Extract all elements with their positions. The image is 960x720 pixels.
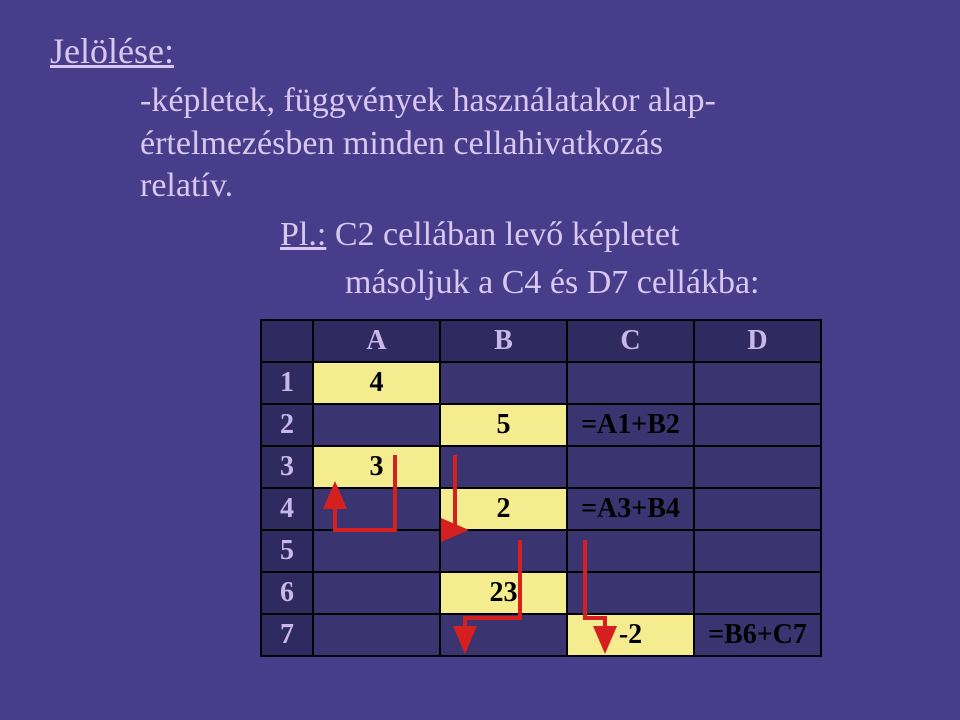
cell-D5 bbox=[694, 530, 821, 572]
table-row: 6 23 bbox=[261, 572, 821, 614]
row-header-1: 1 bbox=[261, 362, 313, 404]
table-row: 5 bbox=[261, 530, 821, 572]
table-header-row: A B C D bbox=[261, 320, 821, 362]
spreadsheet-table-wrap: A B C D 1 4 2 5 =A1+B2 3 3 bbox=[260, 319, 910, 657]
cell-A5 bbox=[313, 530, 440, 572]
col-header-B: B bbox=[440, 320, 567, 362]
cell-D7: =B6+C7 bbox=[694, 614, 821, 656]
table-row: 3 3 bbox=[261, 446, 821, 488]
pl-text-1: C2 cellában levő képletet bbox=[326, 216, 679, 253]
cell-A7 bbox=[313, 614, 440, 656]
cell-A4 bbox=[313, 488, 440, 530]
cell-B5 bbox=[440, 530, 567, 572]
cell-C5 bbox=[567, 530, 694, 572]
example-line-1: Pl.: C2 cellában levő képletet bbox=[280, 214, 910, 257]
col-header-D: D bbox=[694, 320, 821, 362]
cell-C6 bbox=[567, 572, 694, 614]
col-header-A: A bbox=[313, 320, 440, 362]
cell-B4: 2 bbox=[440, 488, 567, 530]
example-line-2: másoljuk a C4 és D7 cellákba: bbox=[345, 262, 910, 305]
table-row: 7 -2 =B6+C7 bbox=[261, 614, 821, 656]
cell-C7: -2 bbox=[567, 614, 694, 656]
row-header-4: 4 bbox=[261, 488, 313, 530]
body-line-3: relatív. bbox=[140, 165, 910, 208]
cell-D6 bbox=[694, 572, 821, 614]
cell-B6: 23 bbox=[440, 572, 567, 614]
cell-B2: 5 bbox=[440, 404, 567, 446]
corner-cell bbox=[261, 320, 313, 362]
row-header-6: 6 bbox=[261, 572, 313, 614]
cell-A1: 4 bbox=[313, 362, 440, 404]
row-header-5: 5 bbox=[261, 530, 313, 572]
table-row: 1 4 bbox=[261, 362, 821, 404]
cell-A6 bbox=[313, 572, 440, 614]
pl-label: Pl.: bbox=[280, 216, 326, 253]
body-line-1: -képletek, függvények használatakor alap… bbox=[140, 80, 910, 123]
cell-B1 bbox=[440, 362, 567, 404]
row-header-2: 2 bbox=[261, 404, 313, 446]
cell-D1 bbox=[694, 362, 821, 404]
cell-C3 bbox=[567, 446, 694, 488]
cell-B7 bbox=[440, 614, 567, 656]
cell-A3: 3 bbox=[313, 446, 440, 488]
table-row: 4 2 =A3+B4 bbox=[261, 488, 821, 530]
cell-D4 bbox=[694, 488, 821, 530]
cell-A2 bbox=[313, 404, 440, 446]
body-line-2: értelmezésben minden cellahivatkozás bbox=[140, 123, 910, 166]
col-header-C: C bbox=[567, 320, 694, 362]
cell-D3 bbox=[694, 446, 821, 488]
cell-B3 bbox=[440, 446, 567, 488]
row-header-7: 7 bbox=[261, 614, 313, 656]
cell-C4: =A3+B4 bbox=[567, 488, 694, 530]
cell-D2 bbox=[694, 404, 821, 446]
table-row: 2 5 =A1+B2 bbox=[261, 404, 821, 446]
cell-C1 bbox=[567, 362, 694, 404]
row-header-3: 3 bbox=[261, 446, 313, 488]
slide-title: Jelölése: bbox=[50, 30, 910, 72]
cell-C2: =A1+B2 bbox=[567, 404, 694, 446]
spreadsheet-table: A B C D 1 4 2 5 =A1+B2 3 3 bbox=[260, 319, 822, 657]
